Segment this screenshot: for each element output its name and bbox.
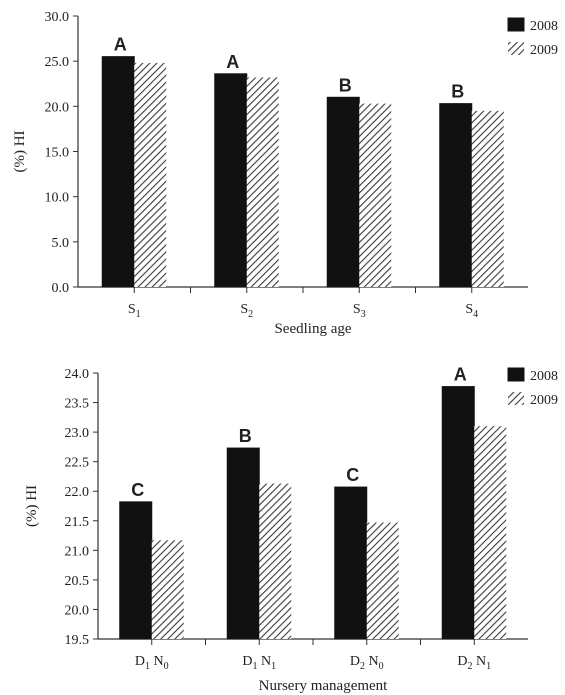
x-tick-label: S1​ [128,302,141,320]
legend-label-2009: 2009 [530,393,558,408]
bar-2009 [474,426,507,639]
bar-2009 [471,110,504,287]
seedling-age-chart: 0.0 5.0 10.0 15.0 20.0 25.0 30.0 (%) HI S1​ A S2​ A… [12,10,558,337]
x-tick-label: S3​ [353,302,366,320]
bar-2009 [151,540,184,639]
significance-letter: B [451,82,464,102]
y-tick-label: 20.0 [45,100,70,115]
x-tick-label: D2​ N0​ [350,654,384,672]
y-tick-label: 21.0 [65,544,90,559]
legend-label-2008: 2008 [530,369,558,384]
bar-2009 [246,77,279,287]
significance-letter: B [239,426,252,446]
bar-2008 [214,73,248,288]
y-axis-label: (%) HI [24,485,40,527]
y-tick-label: 20.5 [65,574,90,589]
bar-2008 [101,56,135,288]
bar-2008 [441,386,475,640]
significance-letter: C [131,480,144,500]
bar-2009 [259,483,292,639]
legend-swatch-2008 [507,17,525,32]
bar-2009 [359,103,392,287]
x-tick-label: D1​ N1​ [242,654,276,672]
bar-2008 [326,96,360,288]
y-tick-label: 10.0 [45,191,70,206]
y-tick-label: 0.0 [52,281,70,296]
legend-swatch-2009 [508,42,524,55]
y-tick-label: 22.0 [65,485,90,500]
y-tick-label: 24.0 [65,367,90,382]
x-tick-label: D1​ N0​ [135,654,169,672]
significance-letter: C [346,465,359,485]
y-axis-label: (%) HI [12,130,28,172]
significance-letter: A [454,365,467,385]
y-tick-label: 22.5 [65,456,90,471]
y-tick-label: 19.5 [65,633,90,648]
y-tick-label: 5.0 [52,236,70,251]
y-tick-label: 30.0 [45,10,70,25]
significance-letter: B [339,75,352,95]
y-tick-label: 21.5 [65,515,90,530]
legend-label-2008: 2008 [530,19,558,34]
x-tick-label: S4​ [465,302,478,320]
bar-2009 [366,522,399,639]
bar-2008 [334,486,368,640]
bar-2008 [119,501,153,640]
x-tick-label: D2​ N1​ [457,654,491,672]
nursery-management-chart: 19.5 20.0 20.5 21.0 21.5 22.0 22.5 23.0 23.5 24.0… [24,365,558,694]
y-tick-label: 20.0 [65,603,90,618]
y-tick-label: 23.5 [65,397,90,412]
x-axis-label: Seedling age [274,321,351,337]
x-tick-label: S2​ [240,302,253,320]
y-tick-label: 25.0 [45,55,70,70]
bar-2009 [134,62,167,288]
significance-letter: A [114,35,127,55]
legend-swatch-2008 [507,367,525,382]
y-tick-label: 23.0 [65,426,90,441]
y-tick-label: 15.0 [45,146,70,161]
significance-letter: A [226,52,239,72]
legend-label-2009: 2009 [530,43,558,58]
bar-2008 [439,103,473,288]
legend-swatch-2009 [508,392,524,405]
x-axis-label: Nursery management [259,678,389,694]
bar-2008 [226,447,260,640]
